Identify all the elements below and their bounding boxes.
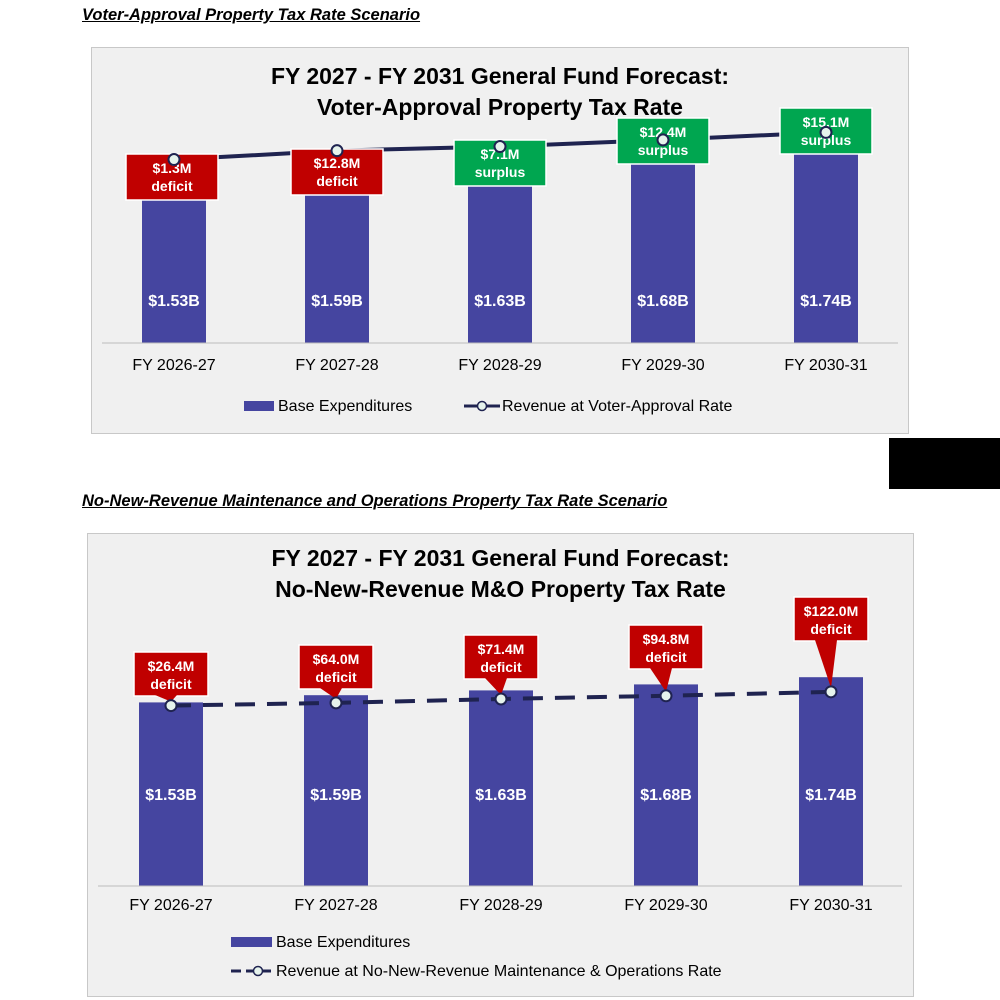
bar-value-label: $1.68B [640,787,692,804]
bar-value-label: $1.59B [311,293,363,310]
category-label: FY 2029-30 [621,357,704,374]
legend-swatch-marker [476,400,488,412]
callout-amount: $26.4M [148,658,195,674]
category-label: FY 2027-28 [294,897,377,914]
revenue-marker [659,689,673,703]
callout-status: deficit [645,649,687,665]
category-label: FY 2026-27 [132,357,215,374]
callout-pointer [321,146,343,194]
callout-status: surplus [475,164,526,180]
legend-swatch-marker [252,965,264,977]
callout-amount: $7.1M [481,146,520,162]
bar-value-label: $1.74B [800,293,852,310]
chart-title-line-1: FY 2027 - FY 2031 General Fund Forecast: [270,63,730,89]
callout-status: surplus [801,132,852,148]
callout-status: deficit [316,173,358,189]
revenue-marker [494,692,508,706]
category-label: FY 2030-31 [784,357,867,374]
legend-label-bars: Base Expenditures [276,934,410,951]
bar [634,684,698,886]
bar-value-label: $1.59B [310,787,362,804]
bar-value-label: $1.63B [475,787,527,804]
bar-value-label: $1.53B [148,293,200,310]
bar-value-label: $1.74B [805,787,857,804]
bar [304,695,368,886]
bar-value-label: $1.53B [145,787,197,804]
callout-pointer [650,668,672,692]
callout-amount: $122.0M [804,603,858,619]
chart-voter-approval: FY 2027 - FY 2031 General Fund Forecast:… [91,47,909,434]
callout-amount: $12.8M [314,155,361,171]
legend-label-bars: Base Expenditures [278,398,412,415]
callout-status: deficit [810,621,852,637]
chart-title-line-2: No-New-Revenue M&O Property Tax Rate [275,576,726,602]
category-label: FY 2026-27 [129,897,212,914]
callout-box [793,596,869,642]
redaction-block [889,438,1000,489]
category-label: FY 2029-30 [624,897,707,914]
chart-title: FY 2027 - FY 2031 General Fund Forecast:… [88,543,913,605]
chart-title-line-1: FY 2027 - FY 2031 General Fund Forecast: [271,545,730,571]
chart-svg: $1.53B $1.59B $1.63B $1.68B $1.74B $26.4M defi… [98,596,902,980]
callout-amount: $94.8M [643,631,690,647]
bar [631,141,695,343]
chart-svg: $1.53B $1.59B $1.63B $1.68B $1.74B $1.3M defic… [102,107,898,415]
revenue-marker [164,699,178,713]
revenue-marker [493,140,507,154]
legend-swatch-bars [231,937,272,947]
callout-pointer [484,142,506,185]
callout-status: deficit [480,659,522,675]
callout-amount: $64.0M [313,651,360,667]
section-heading-no-new-revenue: No-New-Revenue Maintenance and Operation… [82,492,668,510]
callout-status: deficit [151,178,193,194]
bar [794,134,858,343]
callout-pointer [156,155,178,199]
callout-box [133,651,209,697]
chart-title-line-2: Voter-Approval Property Tax Rate [317,94,683,120]
callout-amount: $71.4M [478,641,525,657]
chart-title: FY 2027 - FY 2031 General Fund Forecast:… [92,61,908,123]
bar [139,702,203,886]
callout-status: surplus [638,142,689,158]
legend-label-line: Revenue at Voter-Approval Rate [502,398,732,415]
callout-status: deficit [315,669,357,685]
callout-amount: $12.4M [640,124,687,140]
category-label: FY 2030-31 [789,897,872,914]
callout-box [298,644,374,690]
bar [799,677,863,886]
callout-pointer [485,678,507,695]
legend-swatch-bars [244,401,274,411]
revenue-marker [167,153,181,167]
section-heading-voter-approval: Voter-Approval Property Tax Rate Scenari… [82,6,421,24]
revenue-marker [656,133,670,147]
bar [469,690,533,886]
callout-amount: $15.1M [803,114,850,130]
revenue-marker [329,696,343,710]
callout-status: deficit [150,676,192,692]
category-label: FY 2028-29 [458,357,541,374]
revenue-marker [824,685,838,699]
legend-label-line: Revenue at No-New-Revenue Maintenance & … [276,963,722,980]
revenue-marker [330,144,344,158]
callout-box [628,624,704,670]
chart-no-new-revenue: FY 2027 - FY 2031 General Fund Forecast:… [87,533,914,997]
bar-value-label: $1.68B [637,293,689,310]
bar-value-label: $1.63B [474,293,526,310]
callout-pointer [320,688,342,699]
category-label: FY 2027-28 [295,357,378,374]
callout-amount: $1.3M [153,160,192,176]
revenue-marker [819,125,833,139]
category-label: FY 2028-29 [459,897,542,914]
callout-pointer [815,640,837,688]
